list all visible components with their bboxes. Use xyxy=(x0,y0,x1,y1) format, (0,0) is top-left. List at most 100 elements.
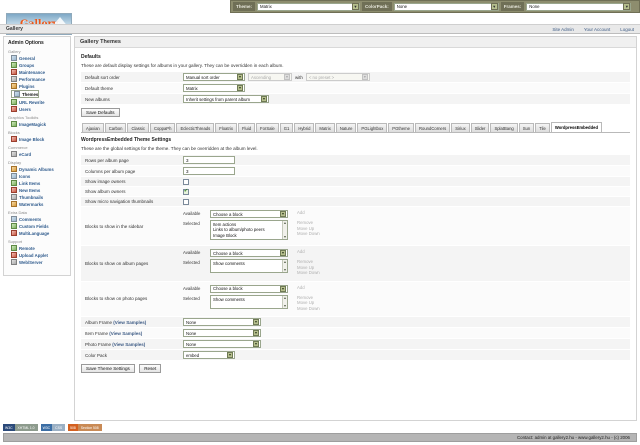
theme-select[interactable]: Matrix ▼ xyxy=(257,2,361,11)
sidebar-item-new-items[interactable]: New Items xyxy=(11,187,67,193)
selected-block-option[interactable]: Image Block xyxy=(213,232,237,238)
sidebar-item-dynamic-albums[interactable]: Dynamic Albums xyxy=(11,166,67,172)
validation-badge[interactable]: W3C XHTML 1.0 xyxy=(3,424,38,431)
frames-select[interactable]: None ▼ xyxy=(526,2,632,11)
tab-pgtheme[interactable]: PGtheme xyxy=(388,123,414,132)
tab-tile[interactable]: Tile xyxy=(535,123,550,132)
sidebar-item-maintenance[interactable]: Maintenance xyxy=(11,69,67,75)
sidebar-item-users[interactable]: Users xyxy=(11,106,67,112)
sidebar-item-themes[interactable]: Themes xyxy=(11,90,40,98)
show-album-owners-checkbox[interactable] xyxy=(183,188,189,195)
colorpack-select[interactable]: None ▼ xyxy=(393,2,499,11)
site-admin-link[interactable]: Site Admin xyxy=(552,26,574,32)
sidebar-item-remote[interactable]: Remote xyxy=(11,245,67,251)
frame-select[interactable]: None ▼ xyxy=(183,340,261,349)
tab-siriux[interactable]: Siriux xyxy=(451,123,470,132)
scrollbar[interactable]: ▲ ▼ xyxy=(282,221,287,240)
tab-sun[interactable]: Sun xyxy=(518,123,535,132)
cols-per-page-input[interactable] xyxy=(183,167,235,175)
sidebar-item-custom-fields[interactable]: Custom Fields xyxy=(11,223,67,229)
tab-roundcorners[interactable]: RoundCorners xyxy=(415,123,451,132)
selected-blocks-list[interactable]: Item actions Links to album/photo peers Im… xyxy=(210,220,288,241)
tab-pglightbox[interactable]: PGLightbox xyxy=(357,123,388,132)
selected-block-option[interactable]: Links to album/photo peers xyxy=(213,227,265,233)
sidebar-item-link-items[interactable]: Link Items xyxy=(11,180,67,186)
tab-wordpressembedded[interactable]: WordpressEmbedded xyxy=(550,122,603,132)
available-block-select[interactable]: Choose a block ▼ xyxy=(210,210,288,218)
move-up-button[interactable]: Move Up xyxy=(297,225,315,231)
sidebar-item-groups[interactable]: Groups xyxy=(11,62,67,68)
frame-select[interactable]: None ▼ xyxy=(183,329,261,338)
sidebar-item-imagemagick[interactable]: ImageMagick xyxy=(11,121,67,127)
tab-splatbang[interactable]: SplatBang xyxy=(490,123,518,132)
selected-block-option[interactable]: Item actions xyxy=(213,222,237,227)
add-block-button[interactable]: Add xyxy=(297,284,305,290)
show-micro-nav-checkbox[interactable] xyxy=(183,198,189,205)
tab-forsale[interactable]: ForSale xyxy=(256,123,279,132)
sidebar-item-comments[interactable]: Comments xyxy=(11,216,67,222)
remove-block-button[interactable]: Remove xyxy=(297,220,314,225)
available-block-select[interactable]: Choose a block ▼ xyxy=(210,249,288,258)
scrollbar[interactable]: ▲ ▼ xyxy=(282,260,287,273)
sidebar-item-url-rewrite[interactable]: URL Rewrite xyxy=(11,99,67,105)
sidebar-item-general[interactable]: General xyxy=(11,55,67,61)
tab-slider[interactable]: Slider xyxy=(470,123,490,132)
tab-carbon[interactable]: Carbon xyxy=(104,123,127,132)
logout-link[interactable]: Logout xyxy=(620,26,634,32)
default-sort-order-select[interactable]: Manual sort order ▼ xyxy=(183,73,245,81)
move-down-button[interactable]: Move Down xyxy=(297,270,320,276)
validation-badge[interactable]: W3C CSS xyxy=(40,424,66,431)
tab-nature[interactable]: Nature xyxy=(335,123,357,132)
your-account-link[interactable]: Your Account xyxy=(583,26,611,32)
tab-fluid[interactable]: Fluid xyxy=(237,123,256,132)
tab-coppaph[interactable]: CoppaPh xyxy=(149,123,176,132)
sidebar-item-image-block[interactable]: Image Block xyxy=(11,136,67,142)
new-albums-select[interactable]: Inherit settings from parent album ▼ xyxy=(183,95,269,103)
tab-g1[interactable]: G1 xyxy=(279,123,294,132)
show-image-owners-checkbox[interactable] xyxy=(183,178,189,185)
tab-matrix[interactable]: Matrix xyxy=(315,123,335,132)
tab-classic[interactable]: Classic xyxy=(127,123,149,132)
move-up-button[interactable]: Move Up xyxy=(297,300,315,306)
save-theme-settings-button[interactable]: Save Theme Settings xyxy=(81,364,135,374)
sidebar-item-web-server[interactable]: Web/Server xyxy=(11,259,67,265)
default-theme-select[interactable]: Matrix ▼ xyxy=(183,84,245,92)
tab-eclecticthreads[interactable]: EclecticThreads xyxy=(176,123,215,132)
tab-floatrix[interactable]: Floatrix xyxy=(215,123,237,132)
move-down-button[interactable]: Move Down xyxy=(297,305,320,311)
selected-block-option[interactable]: Show comments xyxy=(213,261,245,267)
move-down-button[interactable]: Move Down xyxy=(297,231,320,236)
selected-blocks-list[interactable]: Show comments ▲ ▼ xyxy=(210,259,288,274)
sidebar-item-plugins[interactable]: Plugins xyxy=(11,83,67,89)
add-block-button[interactable]: Add xyxy=(297,249,305,255)
selected-label: Selected xyxy=(183,295,200,301)
frame-select[interactable]: None ▼ xyxy=(183,318,261,327)
sidebar-item-ecard[interactable]: eCard xyxy=(11,151,67,157)
add-block-button[interactable]: Add xyxy=(297,210,305,215)
view-samples-link[interactable]: (View Samples) xyxy=(109,330,143,336)
color-pack-select[interactable]: embed ▼ xyxy=(183,351,235,360)
tab-ajaxian[interactable]: Ajaxian xyxy=(82,123,104,132)
remove-block-button[interactable]: Remove xyxy=(297,259,314,265)
move-up-button[interactable]: Move Up xyxy=(297,264,315,270)
reset-button[interactable]: Reset xyxy=(139,364,162,374)
tab-hybrid[interactable]: Hybrid xyxy=(294,123,315,132)
sidebar-item-watermarks[interactable]: Watermarks xyxy=(11,201,67,207)
sidebar-item-upload-applet[interactable]: Upload Applet xyxy=(11,252,67,258)
breadcrumb[interactable]: Gallery xyxy=(6,26,23,32)
scrollbar[interactable]: ▲ ▼ xyxy=(282,295,287,308)
save-defaults-button[interactable]: Save Defaults xyxy=(81,108,120,117)
available-block-select[interactable]: Choose a block ▼ xyxy=(210,284,288,293)
sidebar-item-performance[interactable]: Performance xyxy=(11,76,67,82)
validation-badge[interactable]: 508 Section 508 xyxy=(68,424,102,431)
view-samples-link[interactable]: (View Samples) xyxy=(112,341,146,347)
selected-block-option[interactable]: Show comments xyxy=(213,296,245,302)
sidebar-item-thumbnails[interactable]: Thumbnails xyxy=(11,194,67,200)
remove-block-button[interactable]: Remove xyxy=(297,294,314,300)
view-samples-link[interactable]: (View Samples) xyxy=(113,319,147,325)
sidebar-item-multilanguage[interactable]: MultiLanguage xyxy=(11,230,67,236)
selected-blocks-list[interactable]: Show comments ▲ ▼ xyxy=(210,294,288,309)
sidebar-item-label: Themes xyxy=(22,91,39,97)
sidebar-item-icons[interactable]: Icons xyxy=(11,173,67,179)
rows-per-page-input[interactable] xyxy=(183,156,235,164)
